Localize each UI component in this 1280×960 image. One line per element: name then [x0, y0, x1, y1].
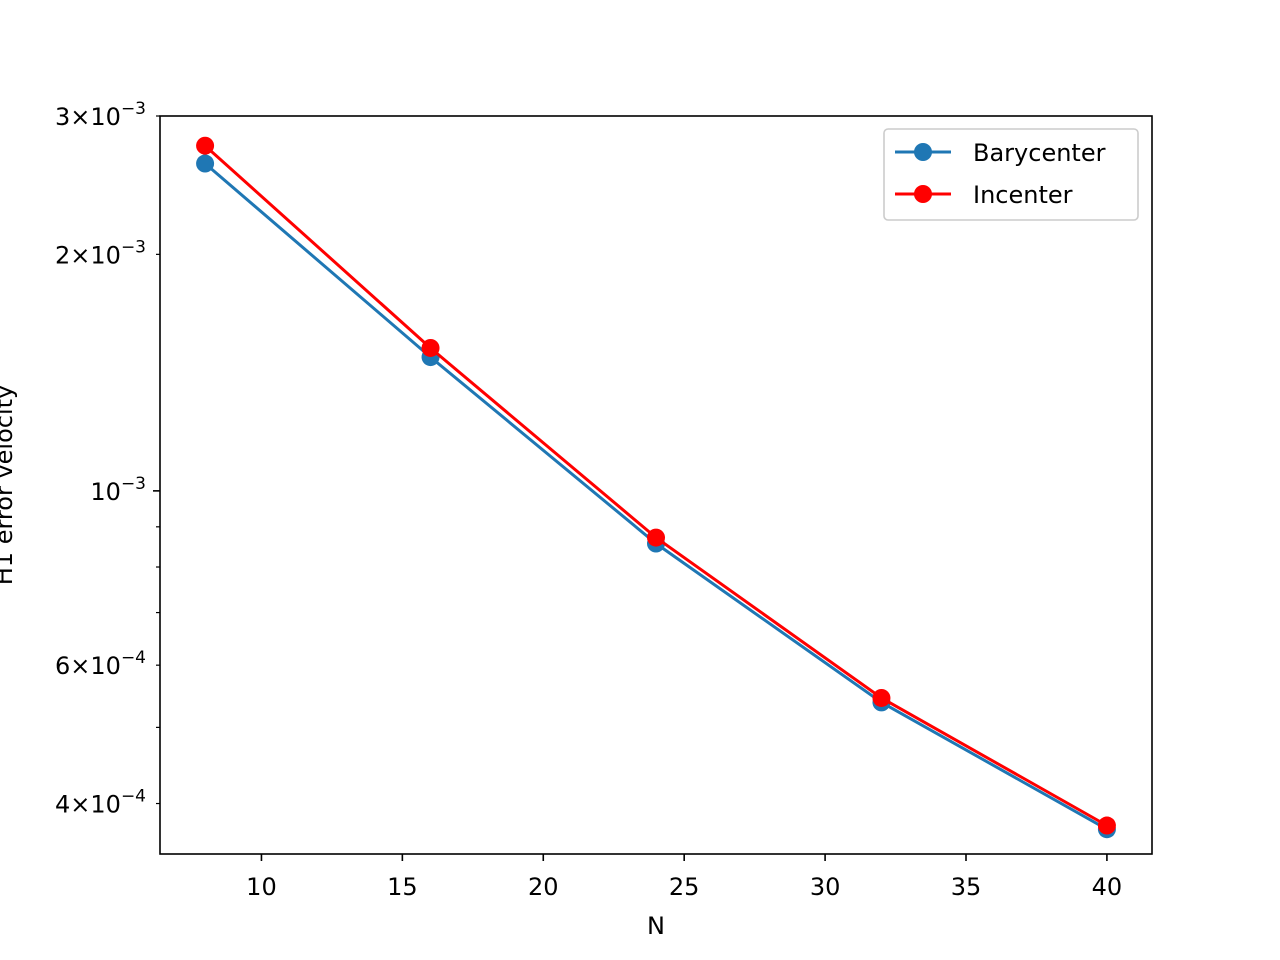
y-axis-label: H1 error velocity: [0, 385, 18, 585]
y-tick-label: 6×10−4: [55, 648, 146, 680]
y-tick-label: 2×10−3: [55, 237, 146, 269]
x-tick-label: 25: [669, 873, 700, 901]
x-tick-label: 30: [810, 873, 841, 901]
data-point: [647, 528, 665, 547]
legend: Barycenter Incenter: [883, 128, 1139, 221]
x-tick-label: 15: [387, 873, 418, 901]
x-tick-label: 35: [951, 873, 982, 901]
data-point: [1097, 816, 1116, 835]
data-point: [196, 154, 215, 173]
x-axis: 10 15 20 25 30 35 40: [246, 854, 1122, 901]
data-point: [421, 338, 440, 357]
series-incenter: [196, 136, 1116, 835]
y-tick-label: 3×10−3: [55, 99, 146, 131]
data-point: [872, 688, 891, 707]
series-layer: [196, 136, 1116, 839]
legend-marker: [914, 185, 932, 203]
data-point: [196, 136, 215, 155]
x-tick-label: 10: [246, 873, 277, 901]
y-axis: 10−3 4×10−4 6×10−4 2×10−3 3×10−3: [55, 99, 160, 819]
x-tick-label: 40: [1092, 873, 1123, 901]
plot-frame: [159, 115, 1153, 855]
legend-label: Incenter: [973, 181, 1073, 209]
x-tick-label: 20: [528, 873, 559, 901]
y-tick-label: 10−3: [90, 474, 146, 506]
legend-marker: [914, 143, 932, 161]
x-axis-label: N: [647, 912, 665, 940]
legend-label: Barycenter: [973, 139, 1106, 167]
y-tick-label: 4×10−4: [55, 787, 146, 819]
